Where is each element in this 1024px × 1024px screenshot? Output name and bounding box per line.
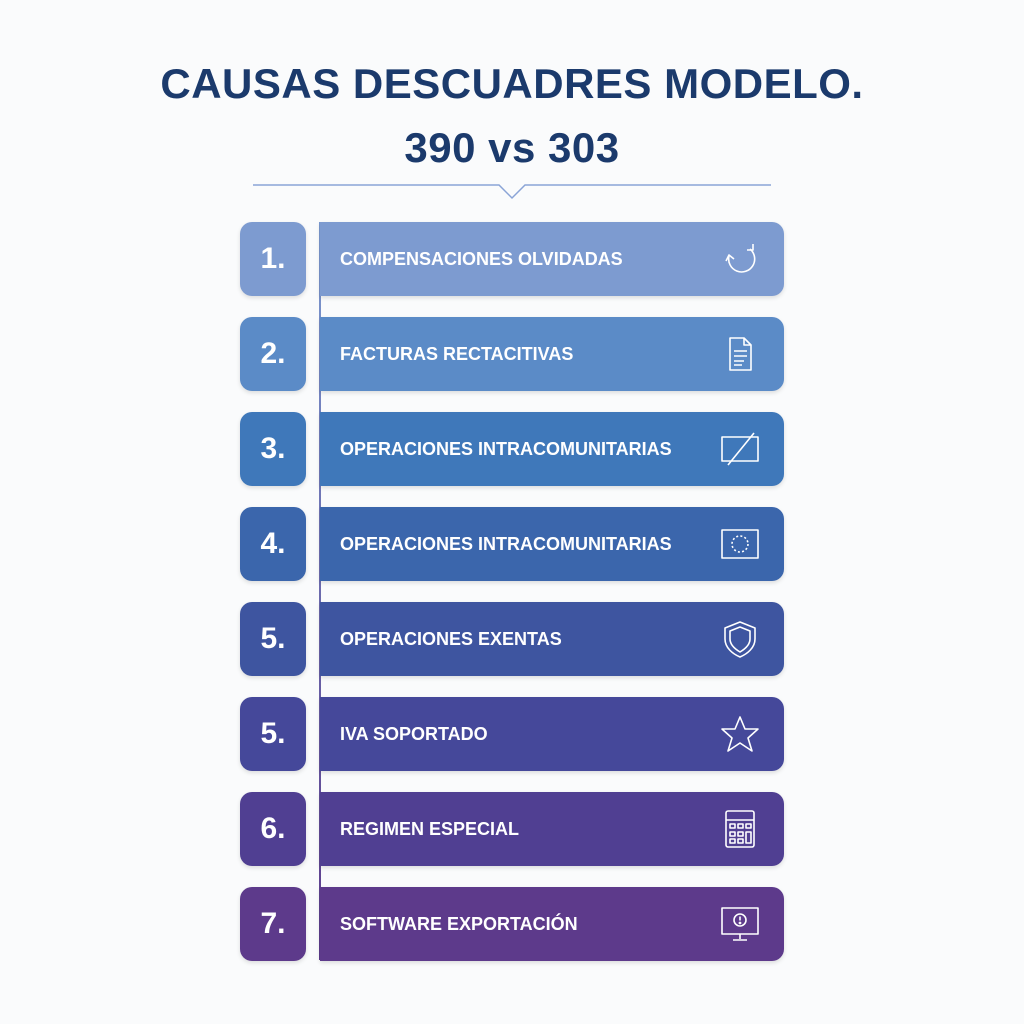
item-number: 2. [240, 317, 306, 391]
title-line-2: 390 vs 303 [404, 124, 620, 171]
item-label: OPERACIONES INTRACOMUNITARIAS [340, 439, 672, 459]
shield-icon [724, 621, 756, 658]
list-item: 2. FACTURAS RECTACITIVAS [240, 317, 784, 391]
item-bar: COMPENSACIONES OLVIDADAS [320, 222, 784, 296]
list-item: 6. REGIMEN ESPECIAL [240, 792, 784, 866]
item-number: 7. [240, 887, 306, 961]
list-item: 1. COMPENSACIONES OLVIDADAS [240, 222, 784, 296]
item-number: 3. [240, 412, 306, 486]
item-bar: REGIMEN ESPECIAL [320, 792, 784, 866]
list-item: 5. OPERACIONES EXENTAS [240, 602, 784, 676]
refresh-icon [725, 244, 756, 273]
slashed-rectangle-icon [721, 432, 759, 466]
star-icon [721, 716, 759, 752]
item-bar: OPERACIONES INTRACOMUNITARIAS [320, 412, 784, 486]
item-label: OPERACIONES EXENTAS [340, 629, 562, 649]
monitor-alert-icon [721, 907, 759, 941]
item-bar: OPERACIONES INTRACOMUNITARIAS [320, 507, 784, 581]
item-label: COMPENSACIONES OLVIDADAS [340, 249, 623, 269]
item-bar: FACTURAS RECTACITIVAS [320, 317, 784, 391]
item-label: OPERACIONES INTRACOMUNITARIAS [340, 534, 672, 554]
item-number: 5. [240, 697, 306, 771]
item-bar: OPERACIONES EXENTAS [320, 602, 784, 676]
timeline-spine [319, 222, 321, 960]
eu-flag-icon [721, 529, 759, 559]
item-label: REGIMEN ESPECIAL [340, 819, 520, 839]
list-item: 3. OPERACIONES INTRACOMUNITARIAS [240, 412, 784, 486]
item-number: 1. [240, 222, 306, 296]
item-label: IVA SOPORTADO [340, 724, 488, 744]
item-number: 4. [240, 507, 306, 581]
item-number: 5. [240, 602, 306, 676]
item-bar: IVA SOPORTADO [320, 697, 784, 771]
calculator-icon [725, 810, 755, 848]
item-label: FACTURAS RECTACITIVAS [340, 344, 574, 364]
item-number: 6. [240, 792, 306, 866]
title-line-1: CAUSAS DESCUADRES MODELO. [160, 60, 864, 107]
list-item: 4. OPERACIONES INTRACOMUNITARIAS [240, 507, 784, 581]
document-icon [729, 337, 752, 371]
title-divider [253, 184, 771, 200]
item-label: SOFTWARE EXPORTACIÓN [340, 914, 578, 934]
list-item: 7. SOFTWARE EXPORTACIÓN [240, 887, 784, 961]
item-bar: SOFTWARE EXPORTACIÓN [320, 887, 784, 961]
page-title: CAUSAS DESCUADRES MODELO. 390 vs 303 [0, 52, 1024, 180]
list-item: 5. IVA SOPORTADO [240, 697, 784, 771]
